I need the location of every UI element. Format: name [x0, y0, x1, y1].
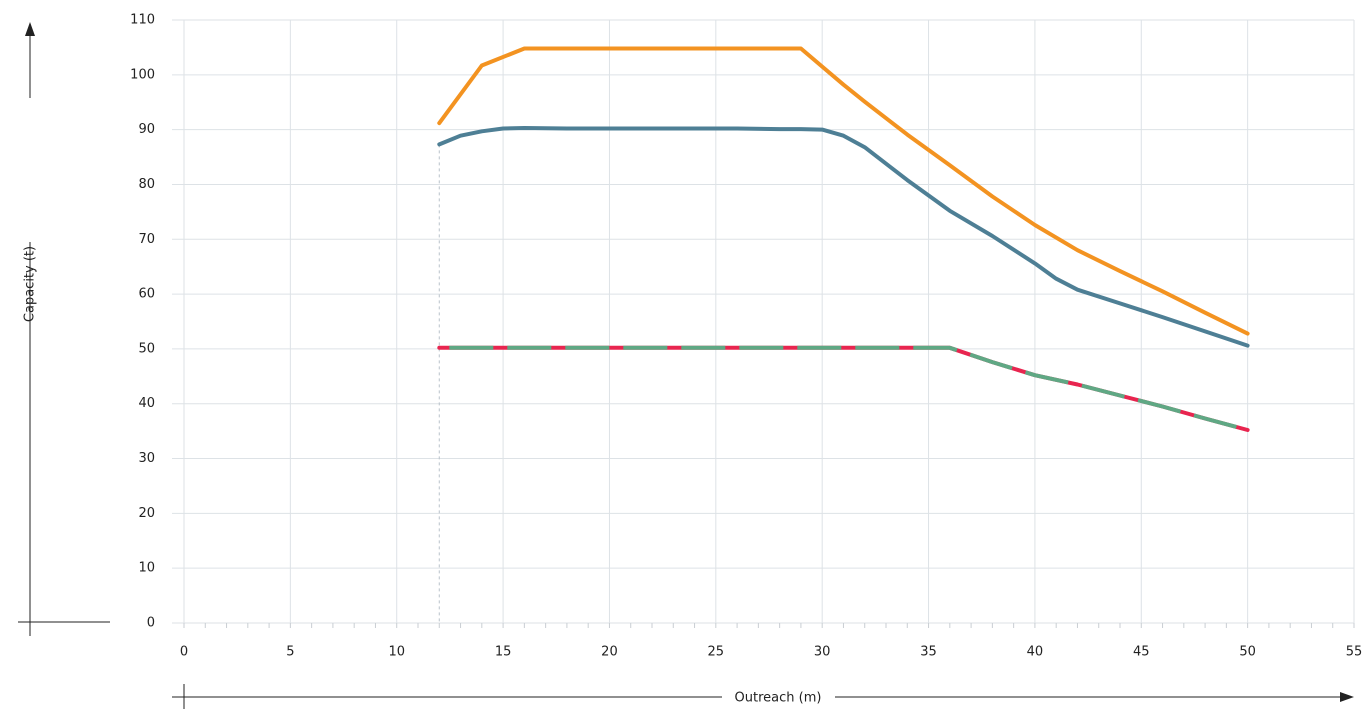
x-tick-label: 30: [814, 645, 831, 660]
y-tick-label: 30: [138, 451, 155, 466]
grid: [172, 19, 1355, 624]
x-tick-label: 10: [388, 645, 405, 660]
y-axis-arrow: [18, 22, 110, 636]
series-line-3: [437, 345, 1250, 432]
y-tick-label: 20: [138, 506, 155, 521]
y-tick-label: 0: [147, 616, 155, 631]
x-tick-label: 35: [920, 645, 937, 660]
x-axis-title: Outreach (m): [735, 691, 822, 706]
y-tick-label: 110: [130, 13, 155, 28]
y-tick-label: 80: [138, 177, 155, 192]
y-tick-label: 100: [130, 67, 155, 82]
series-group: [437, 46, 1250, 432]
series-line-4: [439, 345, 1249, 432]
x-tick-label: 15: [495, 645, 512, 660]
y-axis-title: Capacity (t): [23, 246, 38, 322]
x-tick-label: 40: [1027, 645, 1044, 660]
y-tick-label: 40: [138, 396, 155, 411]
x-tick-labels: 0 5 10 15 20 25 30 35 40 45 50 55: [180, 645, 1362, 660]
y-tick-label: 90: [138, 122, 155, 137]
x-tick-label: 50: [1239, 645, 1256, 660]
y-tick-label: 70: [138, 232, 155, 247]
y-tick-label: 50: [138, 341, 155, 356]
series-line-2: [437, 126, 1250, 348]
x-tick-label: 25: [708, 645, 725, 660]
x-axis-arrow: [172, 684, 1354, 709]
x-tick-label: 0: [180, 645, 188, 660]
y-tick-labels: 0 10 20 30 40 50 60 70 80 90 100 110: [130, 13, 155, 631]
y-tick-label: 10: [138, 561, 155, 576]
x-tick-label: 5: [286, 645, 294, 660]
x-tick-label: 20: [601, 645, 618, 660]
series-line-1: [437, 46, 1250, 336]
y-tick-label: 60: [138, 287, 155, 302]
x-tick-label: 45: [1133, 645, 1150, 660]
minor-ticks: [183, 623, 1355, 628]
x-tick-label: 55: [1346, 645, 1363, 660]
